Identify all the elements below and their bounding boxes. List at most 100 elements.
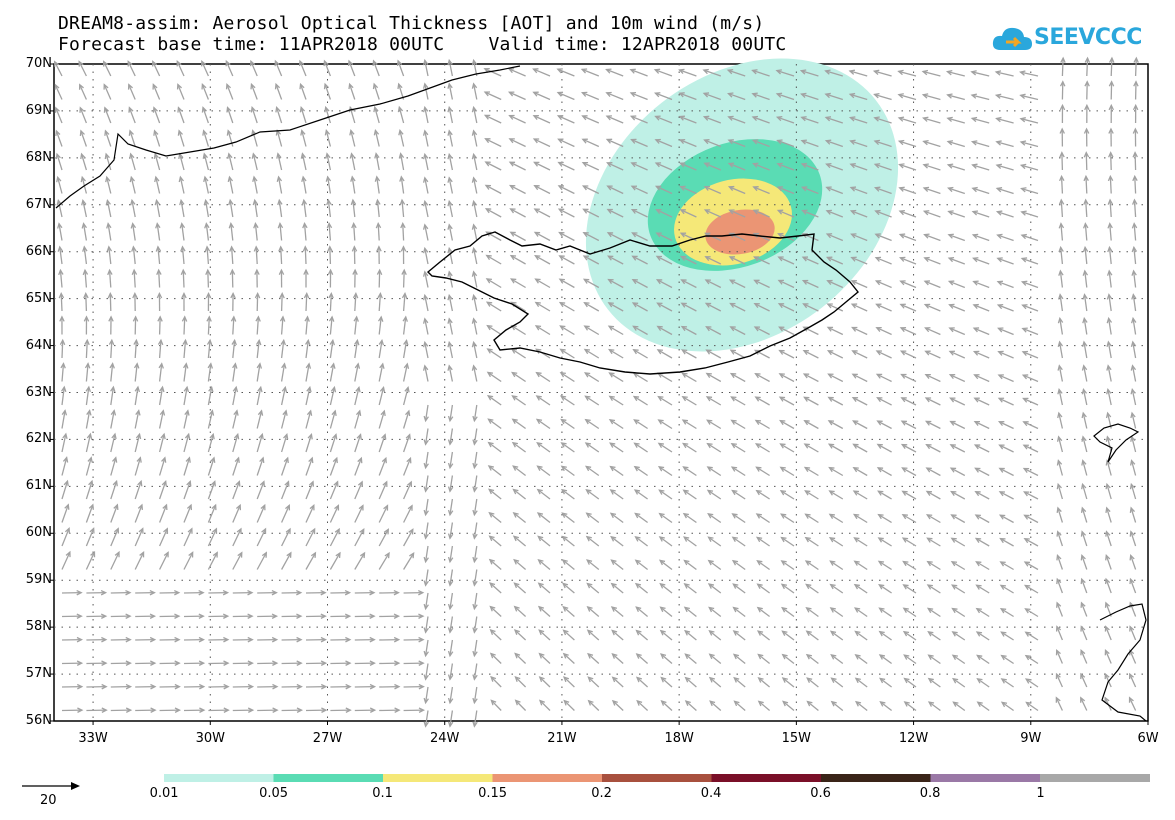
wind-arrow <box>1059 127 1065 147</box>
wind-arrow <box>998 491 1014 500</box>
wind-arrow <box>947 256 966 265</box>
wind-arrow <box>557 138 575 148</box>
wind-arrow <box>447 152 454 171</box>
wind-arrow <box>629 115 648 124</box>
wind-arrow <box>680 325 697 336</box>
wind-vectors <box>53 56 1139 728</box>
lat-label: 65N <box>25 290 52 306</box>
wind-arrow <box>376 245 382 265</box>
colorbar-swatch <box>821 774 931 782</box>
wind-arrow <box>1107 245 1113 265</box>
wind-arrow <box>422 199 429 218</box>
wind-arrow <box>373 105 380 124</box>
wind-arrow <box>352 268 358 288</box>
wind-arrow <box>877 560 892 571</box>
wind-arrow <box>158 362 164 382</box>
wind-arrow <box>423 592 429 611</box>
wind-arrow <box>423 428 429 446</box>
wind-arrow <box>305 409 313 429</box>
wind-arrow <box>727 162 746 171</box>
wind-arrow <box>827 420 844 430</box>
wind-arrow <box>583 348 600 359</box>
wind-arrow <box>827 396 844 406</box>
lat-label: 62N <box>25 431 52 447</box>
wind-arrow <box>972 280 990 289</box>
wind-arrow <box>558 278 575 289</box>
wind-arrow <box>658 536 673 547</box>
wind-arrow <box>654 115 673 124</box>
wind-arrow <box>684 629 697 641</box>
wind-arrow <box>354 456 363 476</box>
wind-arrow <box>727 92 746 101</box>
wind-arrow <box>876 467 892 477</box>
wind-arrow <box>227 175 234 194</box>
wind-arrow <box>873 139 892 148</box>
wind-arrow <box>80 152 88 171</box>
wind-arrow <box>447 293 454 312</box>
wind-arrow <box>660 676 673 688</box>
wind-arrow <box>1059 80 1066 100</box>
wind-arrow <box>946 116 965 124</box>
wind-arrow <box>232 362 238 382</box>
wind-arrow <box>135 613 157 619</box>
wind-arrow <box>490 675 502 688</box>
wind-arrow <box>824 139 844 148</box>
wind-arrow <box>325 175 332 194</box>
wind-arrow <box>447 592 454 611</box>
wind-arrow <box>225 59 234 77</box>
wind-arrow <box>275 105 283 124</box>
wind-arrow <box>707 559 722 571</box>
wind-arrow <box>281 707 304 713</box>
wind-arrow <box>1025 701 1039 712</box>
wind-arrow <box>514 675 527 688</box>
wind-arrow <box>375 221 382 241</box>
wind-arrow <box>1081 364 1088 382</box>
wind-arrow <box>727 115 746 124</box>
wind-arrow <box>898 163 917 171</box>
wind-arrow <box>403 707 426 713</box>
wind-arrow <box>305 551 317 570</box>
wind-arrow <box>1105 435 1112 453</box>
wind-arrow <box>1080 530 1088 547</box>
wind-arrow <box>1082 340 1088 359</box>
wind-arrow <box>281 636 303 643</box>
wind-arrow <box>509 278 526 289</box>
wind-arrow <box>250 59 258 77</box>
wind-arrow <box>609 489 624 500</box>
wind-arrow <box>305 456 314 476</box>
wind-arrow <box>274 59 283 77</box>
wind-arrow <box>447 129 454 147</box>
wind-arrow <box>799 69 819 77</box>
wind-arrow <box>305 683 328 690</box>
wind-arrow <box>876 443 892 453</box>
wind-arrow <box>800 186 819 195</box>
wind-arrow <box>709 700 722 711</box>
wind-arrow <box>902 607 917 618</box>
wind-arrow <box>830 677 844 688</box>
wind-arrow <box>878 583 892 594</box>
logo-text: SEEVCCC <box>1034 25 1142 50</box>
wind-arrow <box>654 185 673 195</box>
wind-arrow <box>800 116 819 124</box>
wind-arrow <box>232 503 242 523</box>
wind-arrow <box>630 185 648 195</box>
wind-arrow <box>514 699 527 711</box>
wind-arrow <box>1058 245 1064 265</box>
wind-arrow <box>127 60 136 77</box>
wind-arrow <box>256 409 264 429</box>
wind-arrow <box>509 254 526 265</box>
wind-arrow <box>877 490 892 500</box>
wind-arrow <box>949 420 966 430</box>
lat-label: 68N <box>25 149 52 165</box>
wind-arrow <box>61 613 83 619</box>
wind-arrow <box>851 373 868 383</box>
wind-arrow <box>582 208 600 218</box>
wind-arrow <box>85 503 94 523</box>
wind-arrow <box>754 373 770 383</box>
wind-arrow <box>328 292 334 312</box>
wind-arrow <box>925 467 941 477</box>
wind-arrow <box>678 115 697 124</box>
wind-arrow <box>1059 103 1066 124</box>
wind-arrow <box>680 279 697 289</box>
wind-arrow <box>682 466 697 477</box>
